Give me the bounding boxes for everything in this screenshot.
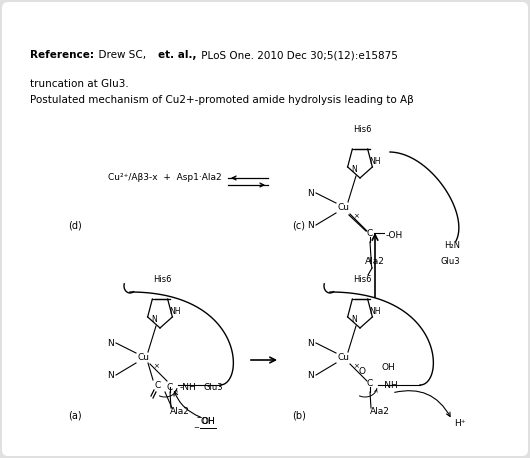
Text: N: N bbox=[307, 189, 313, 197]
Text: Ala2: Ala2 bbox=[170, 408, 190, 416]
Text: Glu3: Glu3 bbox=[204, 382, 224, 392]
Text: NH: NH bbox=[169, 307, 181, 316]
Text: Glu3: Glu3 bbox=[440, 256, 460, 266]
Text: C: C bbox=[167, 382, 173, 392]
Text: NH: NH bbox=[369, 307, 381, 316]
Text: His6: His6 bbox=[353, 276, 371, 284]
Text: -NH: -NH bbox=[180, 382, 197, 392]
Text: N: N bbox=[151, 316, 157, 325]
Text: -NH: -NH bbox=[382, 381, 399, 389]
Text: C: C bbox=[155, 381, 161, 389]
Text: et. al.,: et. al., bbox=[158, 50, 197, 60]
Text: O: O bbox=[358, 366, 366, 376]
Text: N: N bbox=[307, 338, 313, 348]
Text: ̅OH: ̅OH bbox=[201, 418, 215, 426]
Text: PLoS One. 2010 Dec 30;5(12):e15875: PLoS One. 2010 Dec 30;5(12):e15875 bbox=[198, 50, 398, 60]
Text: OH: OH bbox=[201, 418, 215, 426]
Text: Cu: Cu bbox=[338, 203, 350, 213]
Text: C: C bbox=[367, 229, 373, 238]
Text: His6: His6 bbox=[353, 125, 371, 135]
Text: N: N bbox=[351, 165, 357, 174]
Text: −: − bbox=[193, 425, 199, 431]
Text: N: N bbox=[307, 371, 313, 380]
Text: H₂N: H₂N bbox=[444, 240, 460, 250]
Text: N: N bbox=[107, 371, 113, 380]
Text: Drew SC,: Drew SC, bbox=[92, 50, 149, 60]
Text: His6: His6 bbox=[153, 276, 171, 284]
Text: truncation at Glu3.: truncation at Glu3. bbox=[30, 79, 129, 89]
Text: NH: NH bbox=[369, 158, 381, 167]
Text: Reference:: Reference: bbox=[30, 50, 94, 60]
Text: ×: × bbox=[353, 363, 359, 369]
Text: -OH: -OH bbox=[386, 230, 403, 240]
Text: Ala2: Ala2 bbox=[370, 408, 390, 416]
Text: (a): (a) bbox=[68, 410, 82, 420]
Text: OH: OH bbox=[382, 364, 396, 372]
Text: N: N bbox=[307, 220, 313, 229]
Text: Postulated mechanism of Cu2+-promoted amide hydrolysis leading to Aβ: Postulated mechanism of Cu2+-promoted am… bbox=[30, 95, 414, 105]
Text: H⁺: H⁺ bbox=[454, 420, 466, 429]
Text: C: C bbox=[367, 378, 373, 387]
Text: (d): (d) bbox=[68, 220, 82, 230]
Text: (c): (c) bbox=[292, 220, 305, 230]
Text: (b): (b) bbox=[292, 410, 306, 420]
Text: Ala2: Ala2 bbox=[365, 257, 385, 267]
Text: N: N bbox=[107, 338, 113, 348]
Text: ×: × bbox=[153, 363, 159, 369]
Text: N: N bbox=[351, 316, 357, 325]
Text: Cu: Cu bbox=[138, 354, 150, 362]
Text: Cu²⁺/Aβ3-x  +  Asp1·Ala2: Cu²⁺/Aβ3-x + Asp1·Ala2 bbox=[108, 174, 222, 182]
Text: Cu: Cu bbox=[338, 354, 350, 362]
Text: ×: × bbox=[353, 213, 359, 219]
